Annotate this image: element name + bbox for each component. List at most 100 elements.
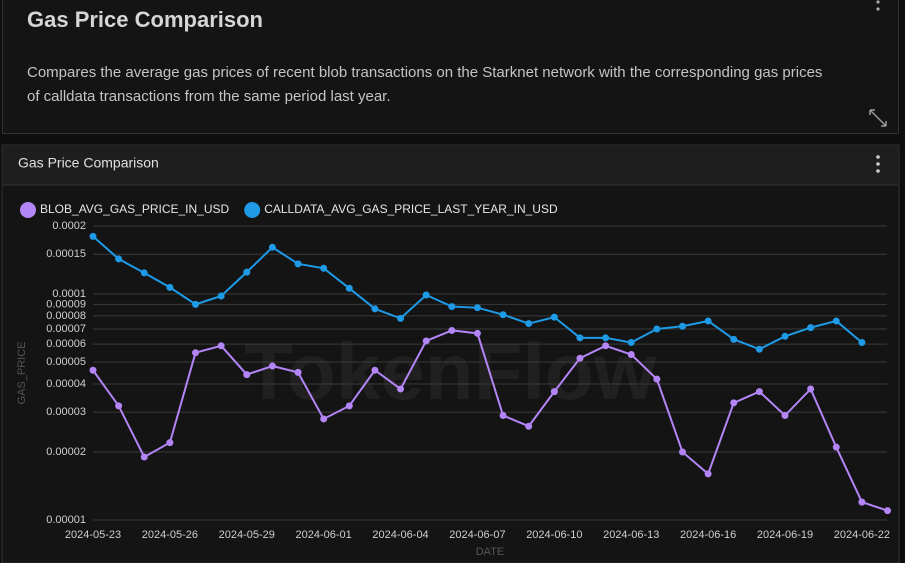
data-point <box>525 320 533 328</box>
data-point <box>268 362 276 370</box>
chart-title: Gas Price Comparison <box>18 155 159 171</box>
data-point <box>781 332 789 340</box>
data-point <box>730 399 738 407</box>
data-point <box>807 385 815 393</box>
data-point <box>320 415 328 423</box>
x-tick-label: 2024-06-16 <box>680 529 736 541</box>
menu-icon-top[interactable] <box>876 0 880 11</box>
x-tick-label: 2024-05-26 <box>142 529 198 541</box>
data-point <box>448 303 456 311</box>
expand-icon[interactable] <box>869 109 887 127</box>
x-tick-label: 2024-06-13 <box>603 529 659 541</box>
data-point <box>499 311 507 319</box>
data-point <box>576 334 584 342</box>
series-line <box>92 329 888 512</box>
y-tick-label: 0.00006 <box>46 338 86 350</box>
data-point <box>422 291 430 299</box>
data-point <box>166 439 174 447</box>
data-point <box>217 342 225 350</box>
watermark: TokenFlow <box>244 327 657 416</box>
data-point <box>140 269 148 277</box>
data-point <box>550 388 558 396</box>
y-tick-label: 0.00001 <box>46 514 86 526</box>
y-tick-label: 0.00005 <box>46 356 86 368</box>
data-point <box>550 313 558 321</box>
data-point <box>781 412 789 420</box>
y-tick-label: 0.00007 <box>46 323 86 335</box>
data-point <box>832 443 840 451</box>
data-point <box>192 349 200 357</box>
data-point <box>371 305 379 313</box>
data-point <box>371 366 379 374</box>
chart-header <box>3 146 898 185</box>
y-tick-label: 0.00002 <box>46 446 86 458</box>
data-point <box>473 329 481 337</box>
data-point <box>115 402 123 410</box>
data-point <box>704 470 712 478</box>
x-tick-label: 2024-06-07 <box>449 529 505 541</box>
y-axis-label: GAS_PRICE <box>16 342 28 405</box>
data-point <box>473 304 481 312</box>
data-point <box>678 322 686 330</box>
y-tick-label: 0.00003 <box>46 406 86 418</box>
header-description: Compares the average gas prices of recen… <box>27 64 823 105</box>
data-point <box>627 339 635 347</box>
data-point <box>602 342 610 350</box>
x-tick-label: 2024-06-19 <box>757 529 813 541</box>
y-tick-label: 0.00008 <box>46 310 86 322</box>
legend-label: BLOB_AVG_GAS_PRICE_IN_USD <box>40 202 230 216</box>
data-point <box>294 260 302 268</box>
data-point <box>217 292 225 300</box>
y-tick-label: 0.0002 <box>52 220 86 232</box>
data-point <box>653 325 661 333</box>
data-point <box>576 354 584 362</box>
data-point <box>858 498 866 506</box>
data-point <box>807 324 815 332</box>
data-point <box>192 300 200 308</box>
data-point <box>422 337 430 345</box>
data-point <box>89 366 97 374</box>
x-tick-label: 2024-05-29 <box>219 529 275 541</box>
data-point <box>140 453 148 461</box>
menu-icon[interactable] <box>876 155 880 173</box>
data-point <box>448 326 456 334</box>
data-point <box>397 385 405 393</box>
data-point <box>884 507 892 515</box>
data-point <box>397 314 405 322</box>
data-point <box>268 243 276 251</box>
y-tick-label: 0.00004 <box>46 378 86 390</box>
x-axis-label: DATE <box>476 546 505 558</box>
data-point <box>755 388 763 396</box>
data-point <box>525 422 533 430</box>
x-tick-label: 2024-05-23 <box>65 529 121 541</box>
data-point <box>345 284 353 292</box>
data-point <box>345 402 353 410</box>
data-point <box>627 350 635 358</box>
data-point <box>499 412 507 420</box>
header-card: Gas Price Comparison Compares the averag… <box>2 0 899 134</box>
data-point <box>678 448 686 456</box>
legend-swatch <box>20 202 36 218</box>
x-tick-label: 2024-06-22 <box>834 529 890 541</box>
x-tick-label: 2024-06-10 <box>526 529 582 541</box>
x-tick-label: 2024-06-01 <box>296 529 352 541</box>
data-point <box>115 255 123 263</box>
legend-swatch <box>244 202 261 218</box>
legend-label: CALLDATA_AVG_GAS_PRICE_LAST_YEAR_IN_USD <box>264 202 558 216</box>
x-tick-label: 2024-06-04 <box>372 529 428 541</box>
chart-card <box>1 144 900 563</box>
data-point <box>653 375 661 383</box>
data-point <box>243 268 251 276</box>
data-point <box>243 371 251 379</box>
data-point <box>730 335 738 343</box>
data-point <box>294 368 302 376</box>
data-point <box>755 345 763 353</box>
data-point <box>602 334 610 342</box>
y-tick-label: 0.0001 <box>52 288 86 300</box>
data-point <box>320 264 328 272</box>
y-tick-label: 0.00015 <box>46 248 86 260</box>
data-point <box>166 283 174 291</box>
y-tick-label: 0.00009 <box>46 298 86 310</box>
